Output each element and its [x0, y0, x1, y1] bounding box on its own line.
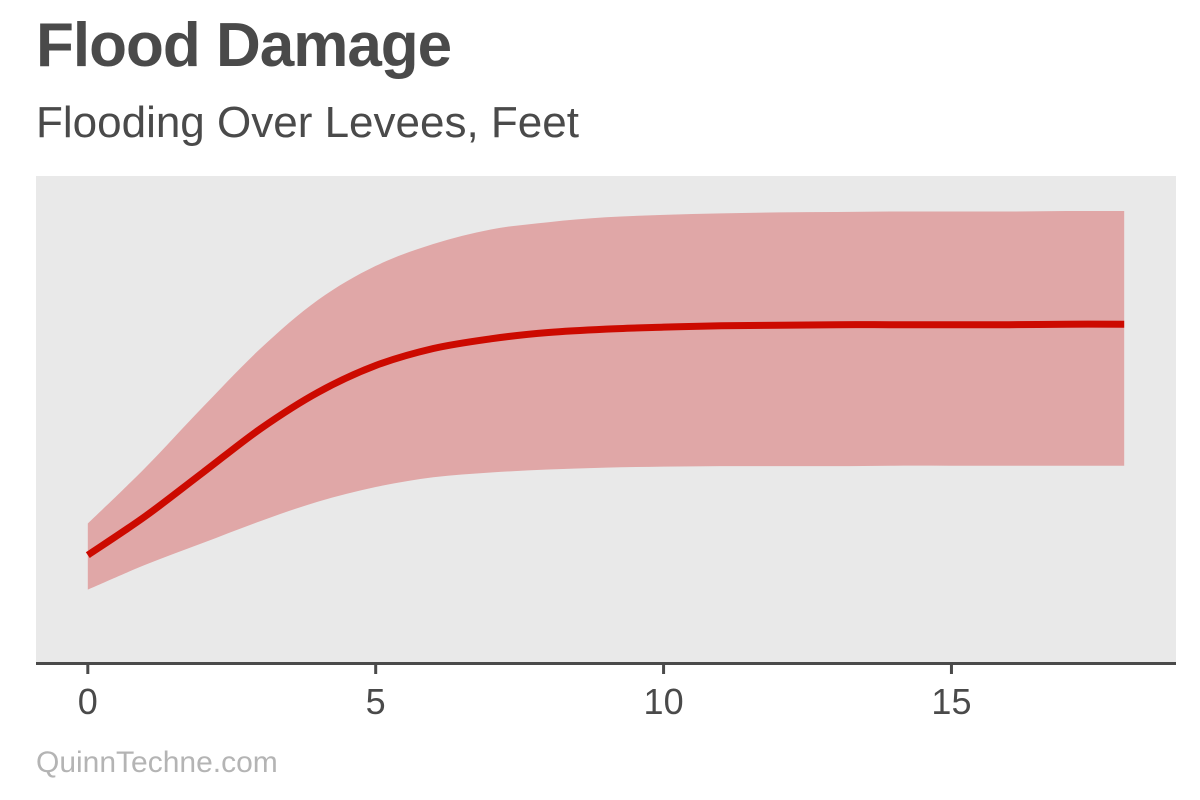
x-tick-label: 0 [78, 681, 98, 722]
source-credit: QuinnTechne.com [36, 746, 278, 779]
x-axis-ticks: 0 5 10 15 [78, 663, 971, 722]
estimate-line [85, 320, 1125, 558]
chart-subtitle: Flooding Over Levees, Feet [36, 98, 579, 147]
chart-title: Flood Damage [36, 11, 452, 80]
x-tick-label: 15 [931, 681, 971, 722]
x-tick-label: 10 [644, 681, 684, 722]
x-tick-label: 5 [366, 681, 386, 722]
confidence-band [87, 210, 1125, 590]
